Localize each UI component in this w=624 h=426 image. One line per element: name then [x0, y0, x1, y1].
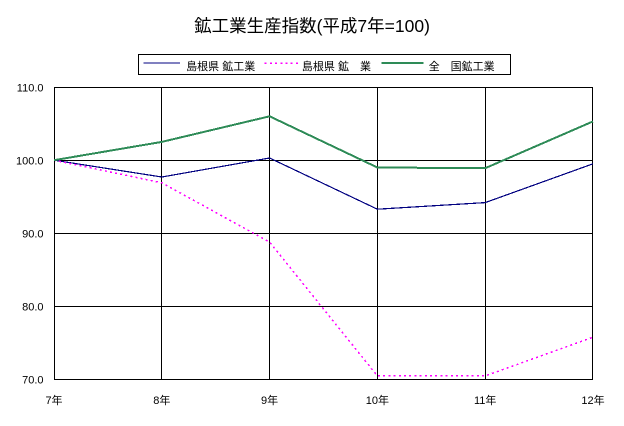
svg-text:12年: 12年: [581, 393, 604, 407]
svg-text:9年: 9年: [261, 393, 278, 407]
svg-text:10年: 10年: [366, 393, 389, 407]
svg-text:7年: 7年: [45, 393, 62, 407]
svg-text:110.0: 110.0: [17, 83, 44, 95]
svg-text:8年: 8年: [153, 393, 170, 407]
svg-text:90.0: 90.0: [22, 229, 43, 241]
svg-text:80.0: 80.0: [22, 302, 43, 314]
svg-text:11年: 11年: [474, 393, 496, 407]
svg-text:100.0: 100.0: [16, 156, 44, 168]
svg-text:70.0: 70.0: [22, 375, 43, 387]
